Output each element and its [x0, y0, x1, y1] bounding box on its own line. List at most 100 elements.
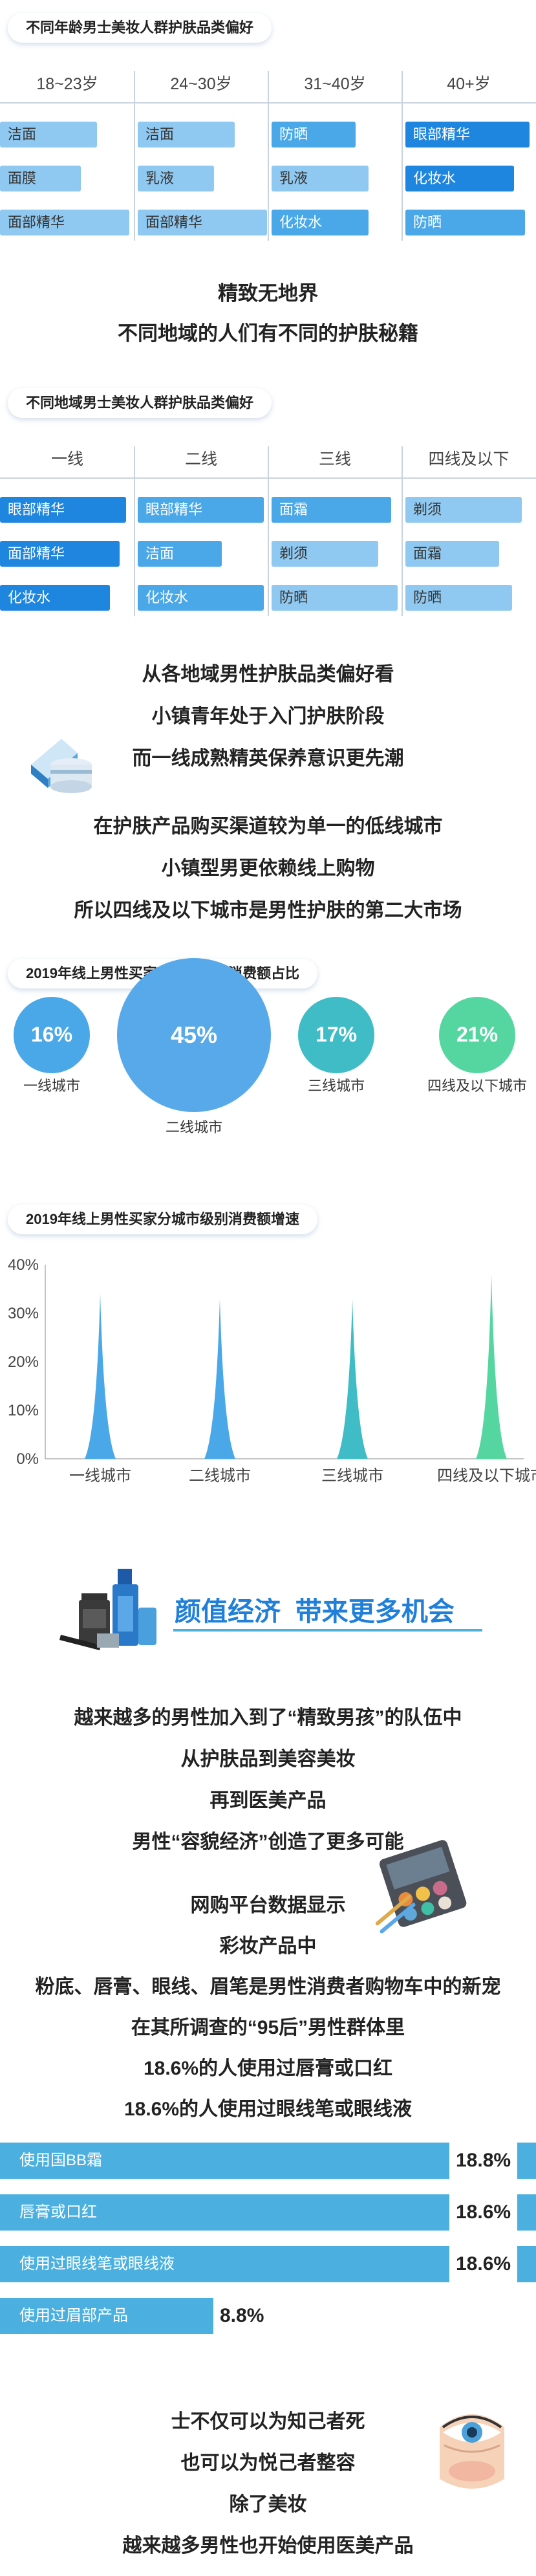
y-tick-label: 0% — [16, 1450, 39, 1468]
share-bubble: 45% — [117, 958, 271, 1112]
preference-cell: 面部精华 — [0, 210, 129, 235]
column-header: 40+岁 — [447, 75, 491, 93]
preference-cell: 眼部精华 — [138, 497, 264, 523]
bubble-label: 一线城市 — [23, 1077, 80, 1094]
preference-cell: 面部精华 — [138, 210, 267, 235]
paragraph-line: 彩妆产品中 — [219, 1936, 317, 1957]
x-tick-label: 一线城市 — [69, 1467, 131, 1485]
column-header: 二线 — [184, 450, 217, 468]
column-header: 四线及以下 — [428, 450, 509, 468]
paragraph-line: 潮男们已经开始尝试开眼角、光子嫩肤等医美项目 — [0, 2571, 536, 2576]
column-header: 三线 — [318, 450, 351, 468]
preference-cell: 防晒 — [405, 585, 512, 611]
headline-line-1: 精致无地界 — [218, 282, 318, 305]
paragraph-line: 男性“容貌经济”创造了更多可能 — [132, 1831, 404, 1853]
banner-title: 颜值经济 带来更多机会 — [175, 1597, 455, 1626]
makeup-bar-fill — [0, 2143, 536, 2179]
cosmetics-bottles-icon — [59, 1569, 156, 1650]
paragraph-line: 在其所调查的“95后”男性群体里 — [131, 2017, 405, 2038]
makeup-bar-fill — [0, 2246, 536, 2282]
region-preference-table: 一线 二线 三线 四线及以下 眼部精华 眼部精华 面霜 剃须 面部精华 洁面 剃须 面霜 化妆水 化妆水防… — [0, 446, 536, 621]
makeup-bar-label: 使用国BB霜 — [19, 2152, 103, 2169]
growth-bar — [476, 1274, 507, 1459]
paragraph-line: 18.6%的人使用过唇膏或口红 — [143, 2058, 393, 2079]
preference-cell: 剃须 — [405, 497, 522, 523]
preference-cell: 面霜 — [272, 497, 391, 523]
eye-icon — [440, 2414, 504, 2489]
eyeshadow-palette-icon — [375, 1840, 467, 1934]
banner-underline — [173, 1629, 482, 1632]
paragraph-line: 小镇型男更依赖线上购物 — [161, 858, 375, 879]
paragraph-line: 也可以为悦己者整容 — [180, 2452, 356, 2474]
age-section-title: 不同年龄男士美妆人群护肤品类偏好 — [8, 13, 272, 43]
preference-cell: 洁面 — [138, 122, 235, 147]
y-tick-label: 30% — [8, 1305, 39, 1322]
makeup-bar-value: 18.6% — [449, 2194, 518, 2231]
preference-cell: 剃须 — [272, 541, 378, 567]
y-tick-label: 20% — [8, 1353, 39, 1371]
makeup-bar-row: 使用国BB霜 18.8% — [0, 2143, 536, 2179]
paragraph-line: 士不仅可以为知己者死 — [171, 2411, 365, 2432]
x-tick-label: 四线及以下城市 — [437, 1467, 536, 1485]
preference-cell: 化妆水 — [0, 585, 110, 611]
paragraph-line: 网购平台数据显示 — [190, 1895, 346, 1916]
headline-line-2: 不同地域的人们有不同的护肤秘籍 — [118, 322, 418, 345]
x-tick-label: 三线城市 — [321, 1467, 383, 1485]
paragraph-line: 从各地域男性护肤品类偏好看 — [142, 664, 394, 685]
share-bubble: 17% — [298, 997, 374, 1073]
column-divider — [268, 71, 269, 241]
growth-bar — [337, 1298, 368, 1459]
column-header: 一线 — [50, 450, 83, 468]
makeup-bar-label: 使用过眼线笔或眼线液 — [19, 2255, 175, 2273]
column-divider — [268, 446, 269, 616]
preference-cell: 面部精华 — [0, 541, 120, 567]
preference-cell: 化妆水 — [272, 210, 369, 235]
age-preference-table: 18~23岁 24~30岁 31~40岁 40+岁 洁面 洁面 防晒 眼部精华 面膜 乳液 乳液 化妆… — [0, 71, 536, 246]
share-bubble: 21% — [439, 997, 515, 1073]
makeup-bar-row: 唇膏或口红 18.6% — [0, 2194, 536, 2231]
growth-bar — [204, 1298, 235, 1459]
makeup-bar-row: 使用过眉部产品 8.8% — [0, 2298, 536, 2334]
paragraph-line: 再到医美产品 — [209, 1790, 327, 1811]
paragraph-line: 小镇青年处于入门护肤阶段 — [151, 706, 385, 727]
paragraph-line: 在护肤产品购买渠道较为单一的低线城市 — [93, 816, 443, 837]
makeup-bar-label: 唇膏或口红 — [19, 2203, 97, 2221]
preference-cell: 乳液 — [138, 166, 214, 191]
paragraph-line: 而一线成熟精英保养意识更先潮 — [132, 748, 404, 769]
preference-cell: 眼部精华 — [0, 497, 126, 523]
column-header: 31~40岁 — [304, 75, 366, 93]
cream-jar-icon — [31, 739, 92, 793]
preference-cell: 化妆水 — [405, 166, 514, 191]
header-divider — [0, 102, 536, 104]
growth-rate-chart: 0% 10% 20% 30% 40% 一线城市 二线城市 三线城市 四线及以下城市 — [8, 1256, 536, 1485]
preference-cell: 眼部精华 — [405, 122, 530, 147]
paragraph-line: 粉底、唇膏、眼线、眉笔是男性消费者购物车中的新宠 — [35, 1976, 501, 1998]
bubble-label: 二线城市 — [165, 1119, 222, 1135]
makeup-bar-value: 8.8% — [213, 2298, 271, 2334]
y-tick-label: 10% — [8, 1402, 39, 1419]
preference-cell: 防晒 — [272, 585, 398, 611]
column-divider — [134, 71, 135, 241]
column-header: 18~23岁 — [36, 75, 98, 93]
preference-cell: 洁面 — [138, 541, 222, 567]
y-tick-label: 40% — [8, 1256, 39, 1274]
paragraph-line: 越来越多的男性加入到了“精致男孩”的队伍中 — [74, 1707, 462, 1729]
makeup-bar-value: 18.6% — [449, 2246, 518, 2282]
paragraph-line: 从护肤品到美容美妆 — [180, 1749, 356, 1770]
growth-section-title: 2019年线上男性买家分城市级别消费额增速 — [8, 1205, 317, 1234]
makeup-bar-label: 使用过眉部产品 — [19, 2307, 128, 2324]
column-divider — [402, 71, 403, 241]
paragraph-line: 越来越多男性也开始使用医美产品 — [122, 2535, 414, 2557]
paragraph-line: 18.6%的人使用过眼线笔或眼线液 — [123, 2099, 413, 2120]
makeup-bar-fill — [0, 2298, 213, 2334]
column-divider — [402, 446, 403, 616]
paragraph-line: 所以四线及以下城市是男性护肤的第二大市场 — [74, 900, 462, 921]
preference-cell: 防晒 — [405, 210, 525, 235]
column-header: 24~30岁 — [170, 75, 232, 93]
share-bubble: 16% — [14, 997, 90, 1073]
column-divider — [134, 446, 135, 616]
bubble-label: 三线城市 — [307, 1077, 365, 1094]
region-section-title: 不同地域男士美妆人群护肤品类偏好 — [8, 388, 272, 418]
preference-cell: 面霜 — [405, 541, 499, 567]
preference-cell: 洁面 — [0, 122, 97, 147]
